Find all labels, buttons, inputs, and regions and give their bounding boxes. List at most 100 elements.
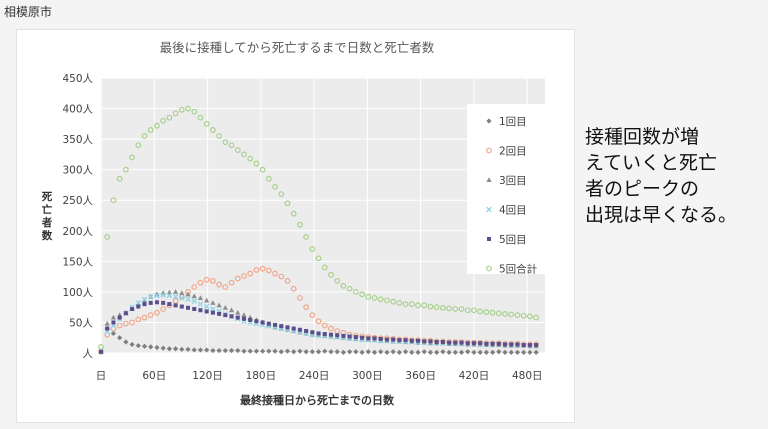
data-point (440, 340, 445, 344)
data-point (185, 346, 191, 352)
data-point (209, 277, 216, 284)
legend-label: 1回目 (499, 116, 527, 128)
data-point (458, 306, 465, 312)
data-point (105, 326, 110, 331)
series-5 (99, 300, 539, 354)
data-point (203, 276, 210, 283)
data-point (265, 175, 272, 182)
data-point (520, 312, 527, 319)
data-point (397, 338, 402, 343)
data-point (427, 303, 434, 310)
data-point (421, 302, 428, 309)
data-point (402, 349, 409, 355)
data-point (316, 331, 321, 336)
data-point (416, 338, 421, 343)
data-point (503, 342, 508, 347)
data-point (191, 284, 198, 290)
data-point (228, 279, 235, 286)
data-point (185, 296, 191, 302)
data-point (110, 314, 117, 320)
data-point (284, 277, 291, 284)
data-point (434, 340, 439, 344)
data-point (104, 320, 110, 326)
legend-label: 5回合計 (499, 263, 538, 276)
data-point (347, 349, 353, 355)
data-point (148, 344, 154, 350)
y-tick-label: 200人 (62, 226, 93, 238)
y-tick-label: 100人 (62, 287, 93, 299)
data-point (527, 343, 532, 348)
data-point (366, 336, 371, 341)
note-line: 出現は早くなる。 (585, 204, 738, 226)
data-point (290, 210, 297, 217)
data-point (253, 266, 260, 273)
data-point (209, 127, 216, 133)
data-point (465, 341, 470, 346)
legend-label: 2回目 (499, 146, 527, 158)
data-point (178, 106, 185, 113)
data-point (247, 348, 253, 354)
data-point (247, 155, 254, 162)
data-point (179, 290, 185, 296)
data-point (495, 310, 502, 317)
data-point (322, 332, 327, 337)
data-point (527, 313, 533, 320)
y-tick-label: 300人 (62, 165, 93, 177)
data-point (154, 309, 160, 316)
data-point (359, 291, 365, 298)
data-point (408, 301, 415, 308)
data-point (341, 333, 346, 338)
data-point (147, 294, 154, 300)
data-point (241, 348, 247, 354)
data-point (378, 349, 384, 355)
data-point (228, 347, 235, 354)
data-point (203, 303, 210, 310)
data-point (384, 349, 390, 355)
data-point (309, 246, 316, 253)
data-point (440, 349, 446, 355)
x-tick-label: 120日 (192, 370, 223, 382)
data-point (241, 316, 246, 321)
data-point (217, 311, 222, 316)
data-point (204, 347, 210, 353)
data-point (141, 296, 148, 302)
data-point (99, 349, 103, 354)
data-point (272, 348, 278, 354)
data-point (428, 339, 433, 344)
data-point (409, 338, 414, 343)
data-point (365, 293, 372, 300)
data-point (210, 300, 216, 305)
data-point (409, 349, 415, 355)
data-point (203, 120, 210, 127)
data-point (186, 305, 191, 310)
data-point (278, 349, 284, 355)
chart-title: 最後に接種してから死亡するまで日数と死亡者数 (160, 40, 435, 55)
data-point (372, 336, 377, 341)
data-point (415, 302, 421, 309)
data-point (303, 304, 310, 311)
data-point (340, 282, 347, 289)
data-point (321, 322, 328, 329)
data-point (334, 277, 341, 284)
data-point (216, 281, 223, 288)
data-point (222, 304, 228, 310)
data-point (154, 122, 160, 129)
data-point (160, 117, 167, 124)
data-point (502, 349, 508, 355)
data-point (141, 343, 148, 349)
data-point (509, 342, 514, 347)
data-point (490, 341, 495, 346)
data-point (371, 295, 378, 301)
data-point (142, 302, 147, 307)
data-point (347, 334, 352, 339)
legend-marker (486, 177, 492, 182)
data-point (328, 332, 333, 337)
data-point (222, 347, 228, 354)
data-point (247, 270, 254, 277)
data-point (172, 346, 179, 352)
legend-label: 3回目 (499, 175, 527, 187)
data-point (130, 307, 135, 311)
y-tick-label: 250人 (62, 195, 93, 207)
x-tick-label: 420日 (459, 370, 490, 382)
data-point (496, 341, 501, 346)
